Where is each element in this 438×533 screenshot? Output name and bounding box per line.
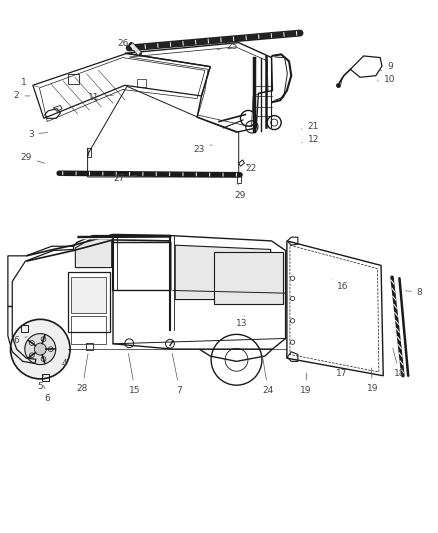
Text: 19: 19 [367,368,378,392]
Text: 27: 27 [113,174,137,183]
Text: 4: 4 [62,352,70,368]
Text: 28: 28 [77,353,88,392]
Polygon shape [214,252,283,304]
Text: 19: 19 [300,373,311,394]
Text: 1: 1 [21,78,39,87]
Text: 18: 18 [393,348,405,377]
Text: 6: 6 [44,385,50,403]
Bar [86,343,93,350]
Text: 8: 8 [406,288,423,296]
Circle shape [34,343,46,355]
Text: 17: 17 [330,365,347,377]
Text: 13: 13 [236,316,247,328]
Text: 12: 12 [301,135,319,144]
Circle shape [41,337,46,342]
Text: 21: 21 [301,123,319,131]
Text: 24: 24 [262,356,274,394]
Circle shape [48,347,53,351]
Bar [137,79,146,87]
Polygon shape [175,245,271,300]
Text: 29: 29 [234,183,246,199]
Text: 22: 22 [245,164,256,173]
Circle shape [25,334,56,365]
Circle shape [41,357,46,361]
Text: 25: 25 [217,42,238,51]
Text: 7: 7 [172,353,183,394]
Text: 29: 29 [21,153,45,163]
Circle shape [29,353,34,358]
Bar [87,148,91,157]
Text: 26: 26 [118,39,135,51]
Text: 5: 5 [37,374,44,391]
Text: 16: 16 [332,279,348,291]
Text: 3: 3 [28,130,48,139]
Bar [21,325,28,332]
Circle shape [11,319,70,379]
Text: 6: 6 [14,336,27,344]
Text: 11: 11 [88,93,113,101]
Text: 2: 2 [14,92,30,100]
Bar [42,374,49,381]
Text: 10: 10 [378,75,396,84]
Text: 9: 9 [380,62,393,71]
Bar [237,175,241,183]
Bar [68,74,79,84]
Polygon shape [75,239,112,268]
Circle shape [29,341,34,345]
Polygon shape [71,277,106,313]
Text: 23: 23 [194,145,212,154]
Text: 15: 15 [128,353,141,394]
